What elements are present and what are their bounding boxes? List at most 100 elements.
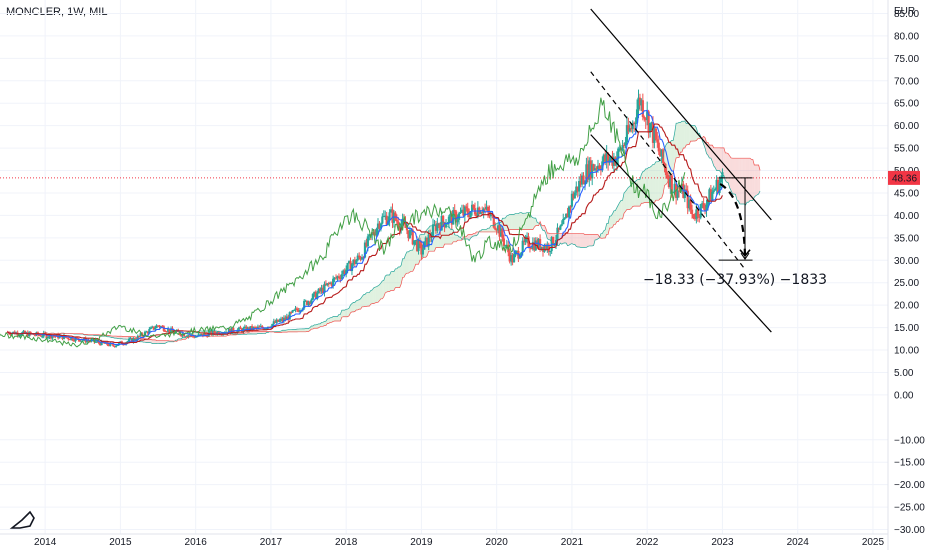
candle-body [235, 332, 238, 334]
candle-body [232, 327, 235, 333]
cloud-segment [566, 233, 568, 246]
cloud-segment [652, 164, 655, 203]
last-price-label: 48.36 [892, 173, 917, 184]
cloud-segment [674, 123, 677, 165]
candle-body [486, 206, 490, 212]
cloud-segment [758, 165, 761, 194]
cloud-segment [576, 233, 578, 248]
candle-body [404, 222, 407, 228]
candle-body [573, 192, 576, 199]
candle-body [365, 242, 368, 247]
candle-body [685, 189, 688, 191]
cloud-segment [508, 214, 510, 231]
candle-body [326, 283, 329, 286]
candle-body [481, 212, 484, 214]
candle-body [211, 330, 215, 335]
candle-body [718, 182, 721, 193]
candle-body [297, 310, 300, 312]
candle-body [644, 118, 647, 121]
candle-body [567, 206, 571, 218]
candle-body [592, 164, 595, 171]
candle-body [527, 236, 530, 247]
cloud-segment [485, 229, 487, 232]
candle-body [320, 287, 323, 292]
candle-body [87, 340, 90, 342]
y-tick-label: 55.00 [894, 144, 919, 155]
channel-upper-line[interactable] [590, 8, 772, 221]
candle-body [450, 213, 453, 225]
candle-body [261, 326, 264, 328]
cloud-segment [146, 339, 148, 343]
candle-body [472, 204, 475, 209]
candle-body [304, 300, 307, 302]
cloud-segment [314, 324, 316, 329]
cloud-segment [713, 147, 716, 168]
drawings[interactable]: −18.33 (−37.93%) −1833 [0, 8, 888, 333]
candle-body [703, 208, 707, 211]
candle-body [540, 246, 543, 250]
measure-label[interactable]: −18.33 (−37.93%) −1833 [643, 272, 827, 288]
candle-body [292, 309, 296, 311]
candle-body [291, 310, 294, 313]
cloud-segment [257, 331, 260, 334]
cloud-segment [393, 268, 396, 291]
projection-curve[interactable] [719, 183, 747, 256]
candle-body [566, 213, 569, 218]
cloud-segment [742, 158, 745, 204]
candle-body [692, 214, 695, 219]
candle-body [469, 211, 472, 218]
cloud-segment [370, 290, 373, 305]
candle-body [282, 317, 286, 321]
candle-body [161, 326, 164, 328]
candle-body [569, 206, 572, 208]
candle-body [596, 165, 600, 170]
candle-body [547, 244, 550, 252]
candle-body [657, 142, 660, 152]
candle-body [366, 236, 369, 247]
cloud-segment [487, 228, 490, 232]
candle-body [100, 341, 103, 346]
candle-body [712, 190, 715, 192]
cloud-segment [671, 140, 674, 175]
x-tick-label: 2020 [486, 537, 509, 548]
candle-body [410, 229, 413, 231]
candle-body [9, 333, 12, 335]
candle-body [19, 335, 22, 337]
candle-body [609, 156, 613, 160]
candle-body [562, 218, 565, 225]
candle-body [433, 224, 436, 226]
candle-body [621, 145, 624, 151]
cloud-segment [253, 331, 255, 335]
cloud-segment [755, 165, 758, 196]
channel-mid-line[interactable] [590, 71, 746, 270]
cloud-segment [608, 216, 610, 235]
last-price-badge[interactable] [888, 170, 920, 185]
cloud-segment [302, 328, 305, 332]
cloud-segment [347, 308, 350, 317]
cloud-segment [315, 324, 318, 329]
cloud-segment [686, 123, 688, 146]
cloud-segment [296, 329, 299, 332]
candle-body [336, 276, 339, 279]
cloud-segment [301, 328, 303, 332]
candle-body [625, 125, 629, 142]
candle-body [330, 282, 333, 286]
cloud-segment [408, 250, 410, 274]
cloud-segment [320, 322, 322, 327]
cloud-segment [745, 158, 748, 205]
cloud-segment [647, 167, 649, 203]
channel-lower-line[interactable] [590, 134, 772, 333]
cloud-segment [625, 189, 627, 212]
x-axis[interactable]: 2014 2015 2016 2017 2018 2019 2020 2021 2022 2023… [0, 533, 888, 548]
candle-body [701, 203, 704, 205]
cloud-segment [324, 321, 326, 326]
cloud-segment [612, 210, 614, 228]
x-tick-label: 2025 [862, 537, 885, 548]
candle-body [271, 323, 274, 328]
cloud-segment [262, 331, 264, 334]
cloud-segment [655, 161, 658, 201]
y-axis[interactable]: EUR85.0080.0075.0070.0065.0060.0055.0050… [887, 0, 925, 550]
candle-body [579, 180, 582, 185]
candle-body [415, 239, 419, 251]
